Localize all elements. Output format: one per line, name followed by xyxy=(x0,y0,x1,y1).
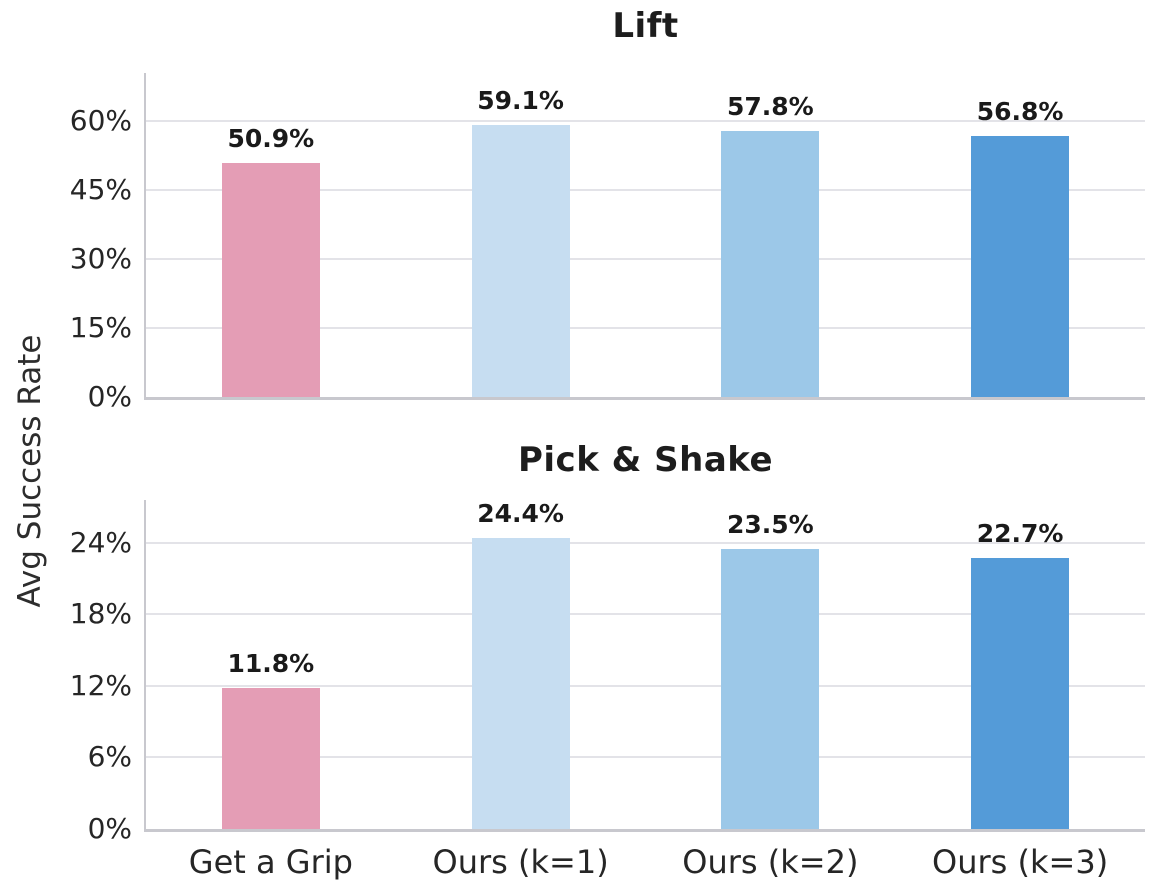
bar-value-label: 57.8% xyxy=(727,92,814,122)
panel-title-pick-shake: Pick & Shake xyxy=(517,440,774,480)
y-tick-label: 18% xyxy=(69,597,132,631)
y-tick-label: 6% xyxy=(87,740,132,774)
bar xyxy=(221,163,320,397)
x-tick-label: Ours (k=3) xyxy=(932,843,1109,881)
gridline xyxy=(146,684,1145,687)
gridline xyxy=(146,613,1145,616)
bar xyxy=(721,548,820,829)
bar xyxy=(221,688,320,829)
x-tick-label: Get a Grip xyxy=(188,843,353,881)
bar-value-label: 50.9% xyxy=(227,124,315,154)
bar-value-label: 11.8% xyxy=(227,649,315,679)
bar xyxy=(721,131,820,397)
bar-value-label: 59.1% xyxy=(477,86,564,116)
plot-area-pick-shake xyxy=(144,500,1145,832)
bar-value-label: 24.4% xyxy=(477,499,564,529)
gridline xyxy=(146,120,1145,123)
gridline xyxy=(146,258,1145,261)
y-tick-label: 60% xyxy=(69,104,132,138)
x-tick-label: Ours (k=2) xyxy=(682,843,859,881)
gridline xyxy=(146,189,1145,192)
bar-value-label: 22.7% xyxy=(976,519,1064,549)
bar xyxy=(471,538,570,829)
x-tick-label: Ours (k=1) xyxy=(432,843,609,881)
bar-value-label: 56.8% xyxy=(976,96,1064,126)
plot-area-lift xyxy=(144,73,1145,400)
y-tick-label: 12% xyxy=(69,668,132,702)
y-tick-label: 15% xyxy=(69,311,132,345)
gridline xyxy=(146,541,1145,544)
bar xyxy=(471,125,570,397)
bar xyxy=(971,558,1070,829)
gridline xyxy=(146,756,1145,759)
y-tick-label: 24% xyxy=(69,525,132,559)
y-tick-label: 0% xyxy=(87,812,132,845)
gridline xyxy=(146,327,1145,330)
bar xyxy=(971,135,1070,397)
y-tick-label: 45% xyxy=(69,173,132,207)
panel-title-lift: Lift xyxy=(612,6,679,46)
bar-value-label: 23.5% xyxy=(727,509,814,539)
y-tick-label: 0% xyxy=(87,380,132,413)
y-tick-label: 30% xyxy=(69,242,132,276)
